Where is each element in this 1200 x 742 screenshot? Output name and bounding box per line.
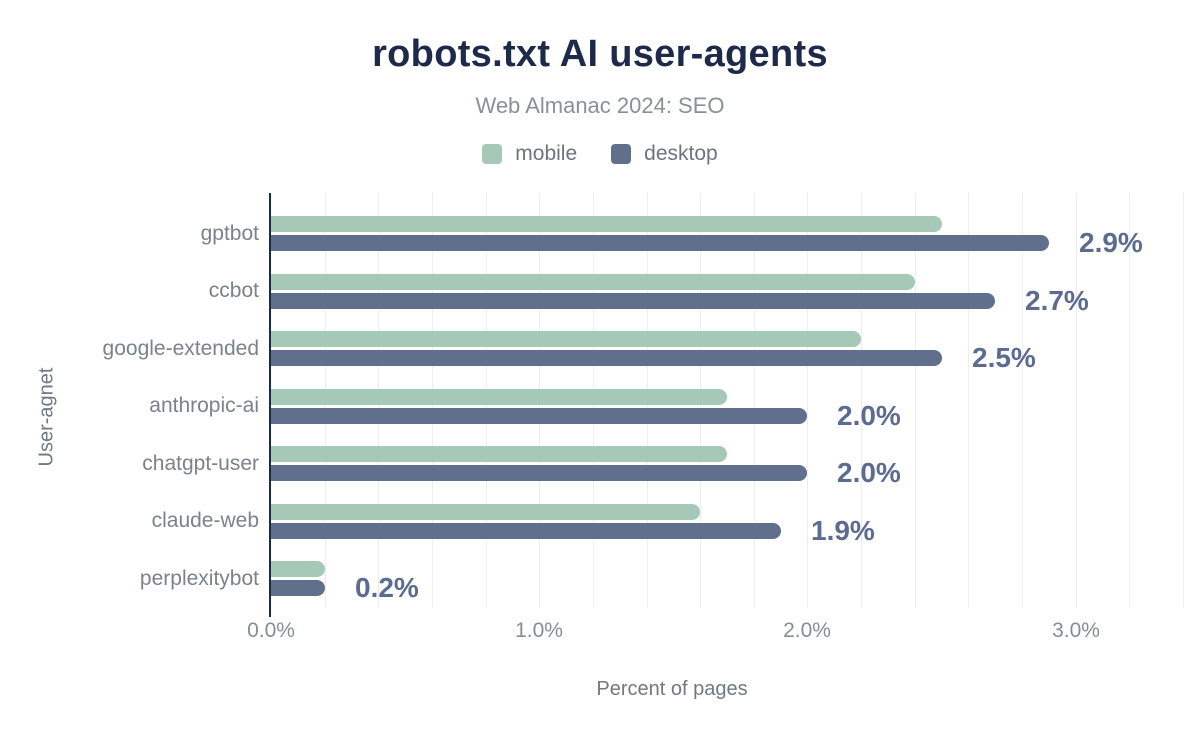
y-axis-line — [269, 193, 271, 617]
category-label-claude-web: claude-web — [151, 509, 259, 532]
value-label-gptbot: 2.9% — [1079, 227, 1143, 258]
x-tick-label: 0.0% — [247, 619, 295, 642]
chart-title: robots.txt AI user-agents — [372, 33, 828, 75]
gridline — [1183, 193, 1184, 608]
category-label-google-extended: google-extended — [102, 336, 259, 360]
value-label-perplexitybot: 0.2% — [355, 572, 419, 603]
chart-subtitle: Web Almanac 2024: SEO — [475, 93, 725, 118]
legend-label-desktop: desktop — [644, 142, 718, 165]
x-tick-label: 2.0% — [783, 619, 831, 642]
y-axis-title: User-agnet — [35, 367, 58, 467]
gridline — [861, 193, 862, 608]
gridline — [1022, 193, 1023, 608]
bar-mobile-perplexitybot[interactable] — [271, 561, 325, 577]
gridline — [915, 193, 916, 608]
bar-mobile-google-extended[interactable] — [271, 331, 861, 347]
legend-item-desktop[interactable]: desktop — [611, 142, 718, 166]
category-label-chatgpt-user: chatgpt-user — [142, 451, 259, 475]
x-axis-title: Percent of pages — [596, 678, 748, 700]
value-label-anthropic-ai: 2.0% — [837, 399, 901, 431]
x-tick-label: 3.0% — [1052, 619, 1100, 642]
gridline — [1129, 193, 1130, 608]
bar-mobile-gptbot[interactable] — [271, 216, 942, 232]
gridline — [807, 193, 808, 608]
value-label-google-extended: 2.5% — [972, 342, 1036, 373]
bar-mobile-chatgpt-user[interactable] — [271, 446, 727, 462]
bar-desktop-ccbot[interactable] — [271, 292, 995, 309]
gridline — [754, 193, 755, 608]
legend: mobile desktop — [0, 142, 1200, 166]
bar-mobile-claude-web[interactable] — [271, 503, 700, 520]
gridline — [1076, 193, 1077, 608]
bar-desktop-anthropic-ai[interactable] — [271, 407, 807, 424]
category-label-ccbot: ccbot — [208, 279, 259, 302]
gridline — [968, 193, 969, 608]
legend-label-mobile: mobile — [515, 142, 578, 165]
mobile-swatch-icon — [482, 144, 503, 164]
bar-desktop-gptbot[interactable] — [271, 235, 1049, 251]
bar-mobile-anthropic-ai[interactable] — [271, 388, 727, 405]
category-label-anthropic-ai: anthropic-ai — [149, 394, 259, 417]
category-label-gptbot: gptbot — [200, 221, 259, 245]
bar-desktop-perplexitybot[interactable] — [271, 580, 325, 596]
desktop-swatch-icon — [611, 144, 632, 164]
value-label-chatgpt-user: 2.0% — [837, 457, 901, 488]
value-label-claude-web: 1.9% — [811, 514, 875, 546]
category-label-perplexitybot: perplexitybot — [139, 566, 259, 590]
plot-area: Percent of pages gptbot 2.9% ccbot 2.7% goog… — [103, 193, 1184, 700]
bar-desktop-google-extended[interactable] — [271, 350, 942, 366]
bar-desktop-claude-web[interactable] — [271, 522, 781, 539]
legend-item-mobile[interactable]: mobile — [482, 142, 577, 166]
bar-desktop-chatgpt-user[interactable] — [271, 465, 807, 481]
bar-mobile-ccbot[interactable] — [271, 273, 915, 290]
x-tick-label: 1.0% — [515, 619, 563, 642]
value-label-ccbot: 2.7% — [1025, 284, 1089, 316]
